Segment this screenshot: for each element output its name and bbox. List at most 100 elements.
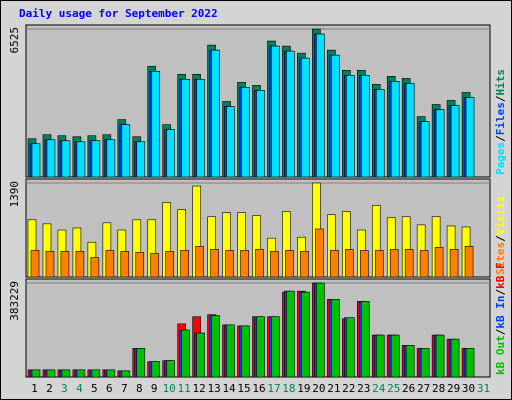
y-tick-label: 383229 xyxy=(8,281,21,321)
x-tick-label: 27 xyxy=(417,382,430,395)
bar xyxy=(435,334,445,378)
legend-entry: Sites xyxy=(494,242,507,275)
bar xyxy=(435,109,445,178)
bar xyxy=(345,249,354,278)
bar xyxy=(46,139,56,178)
bar xyxy=(271,45,280,178)
x-tick-label: 21 xyxy=(327,382,340,395)
bar xyxy=(61,140,71,178)
bar xyxy=(46,369,56,378)
legend-separator: / xyxy=(494,289,507,296)
bar xyxy=(76,369,86,378)
x-tick-label: 30 xyxy=(462,382,475,395)
bar xyxy=(404,249,414,278)
bar xyxy=(300,251,309,278)
bar xyxy=(240,250,249,278)
bar xyxy=(76,141,86,178)
bar xyxy=(285,250,294,278)
legend-separator: / xyxy=(494,95,507,102)
bar xyxy=(359,250,369,278)
bar xyxy=(271,316,280,378)
bar xyxy=(31,143,41,178)
legend: kB Out/kB In/kB F xyxy=(494,262,507,375)
legend-entry: kB F xyxy=(494,262,507,289)
bar xyxy=(151,361,161,378)
bar xyxy=(255,249,264,278)
bar xyxy=(390,81,400,178)
legend-entry: Pages xyxy=(494,142,507,175)
bar xyxy=(374,250,384,278)
bar xyxy=(136,141,146,178)
bar xyxy=(165,251,175,278)
bar xyxy=(434,247,444,278)
legend-entry: Files xyxy=(494,102,507,135)
bar xyxy=(375,334,385,378)
bar xyxy=(330,250,339,278)
bar xyxy=(256,316,265,378)
x-tick-label: 29 xyxy=(447,382,460,395)
x-tick-label: 28 xyxy=(432,382,445,395)
bar xyxy=(91,369,101,378)
x-tick-label: 18 xyxy=(282,382,295,395)
bar xyxy=(405,83,415,178)
bar xyxy=(465,348,475,378)
x-tick-label: 3 xyxy=(61,382,68,395)
bar xyxy=(241,325,250,378)
bar xyxy=(389,249,399,278)
bar xyxy=(346,75,355,178)
bar xyxy=(106,369,116,378)
bar xyxy=(226,106,235,178)
x-tick-label: 23 xyxy=(357,382,370,395)
bar xyxy=(30,250,40,278)
legend-separator: / xyxy=(494,328,507,335)
legend-entry: Visits xyxy=(494,196,507,236)
x-tick-label: 6 xyxy=(106,382,113,395)
bar xyxy=(465,97,475,178)
legend-separator: / xyxy=(494,135,507,142)
bar xyxy=(316,282,325,378)
bar xyxy=(31,369,41,378)
bar xyxy=(136,348,146,378)
x-tick-label: 26 xyxy=(402,382,415,395)
bar xyxy=(75,251,85,278)
bar xyxy=(45,251,55,278)
x-tick-label: 10 xyxy=(163,382,176,395)
bar xyxy=(256,90,265,178)
legend: Sites/Visits xyxy=(494,196,507,276)
bar xyxy=(390,334,400,378)
bar xyxy=(211,49,220,178)
x-tick-label: 14 xyxy=(222,382,236,395)
x-tick-label: 4 xyxy=(76,382,83,395)
bar xyxy=(196,332,205,378)
bar xyxy=(196,79,205,178)
bar xyxy=(301,291,310,378)
bar xyxy=(120,251,130,278)
bar xyxy=(91,140,101,178)
bar xyxy=(166,360,176,378)
bar xyxy=(106,139,116,178)
bar xyxy=(166,129,176,178)
bar xyxy=(210,249,219,278)
bar xyxy=(105,250,115,278)
bar xyxy=(61,369,71,378)
legend-entry: Hits xyxy=(494,69,507,96)
bar xyxy=(90,257,100,278)
bar xyxy=(419,250,429,278)
x-tick-label: 15 xyxy=(237,382,250,395)
bar xyxy=(286,50,295,178)
legend-separator: / xyxy=(494,235,507,242)
bar xyxy=(464,246,474,278)
x-tick-label: 17 xyxy=(267,382,280,395)
bar xyxy=(286,290,295,378)
bar xyxy=(241,87,250,178)
bar xyxy=(301,57,310,178)
chart-title: Daily usage for September 2022 xyxy=(19,7,218,20)
x-tick-label: 24 xyxy=(372,382,386,395)
y-tick-label: 6525 xyxy=(8,27,21,54)
x-tick-label: 11 xyxy=(178,382,191,395)
x-tick-label: 13 xyxy=(207,382,220,395)
x-tick-label: 12 xyxy=(193,382,206,395)
bar xyxy=(151,70,161,178)
